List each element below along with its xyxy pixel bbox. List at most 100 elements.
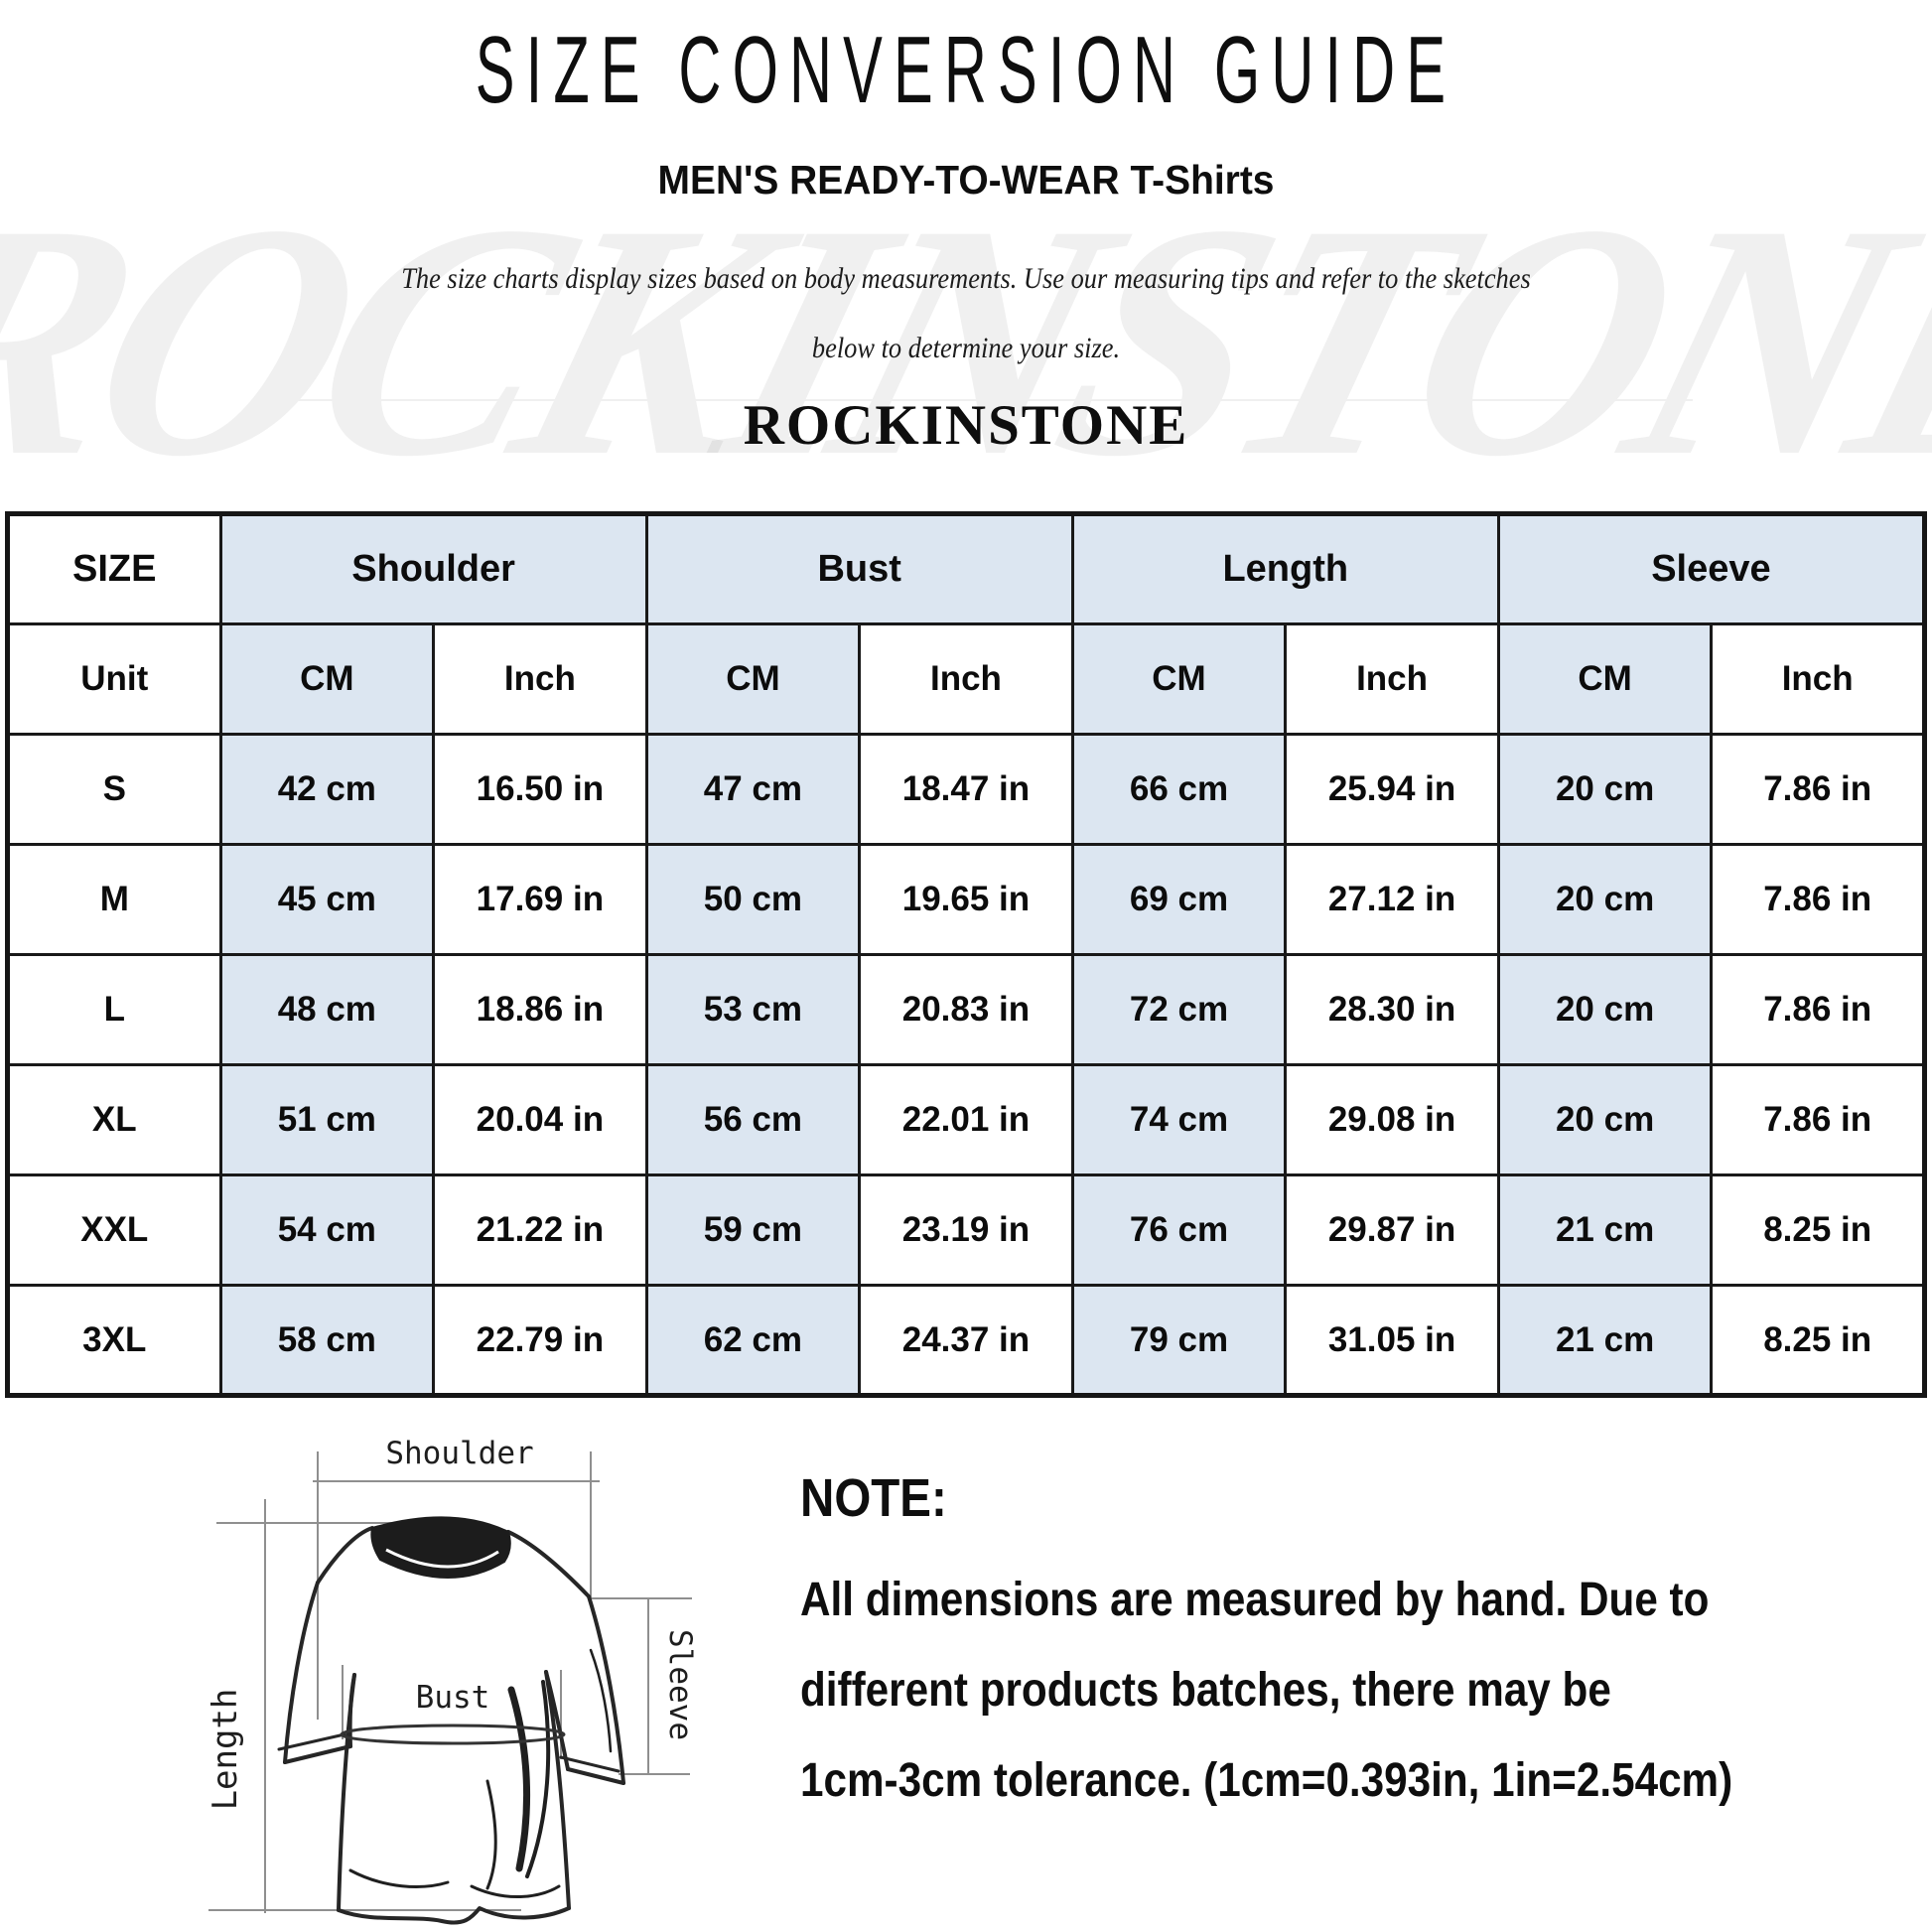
size-label: M — [6, 843, 222, 956]
unit-cell: CM — [1070, 622, 1288, 736]
measure-cell: 21 cm — [1496, 1173, 1714, 1287]
table-row-l: L 48 cm 18.86 in 53 cm 20.83 in 72 cm 28… — [6, 953, 1926, 1066]
measure-cell: 27.12 in — [1284, 843, 1500, 956]
note-line-2: different products batches, there may be — [800, 1664, 1611, 1717]
measure-cell: 58 cm — [218, 1284, 436, 1397]
measure-cell: 7.86 in — [1710, 843, 1926, 956]
size-conversion-table: SIZE Shoulder Bust Length Sleeve Unit CM… — [5, 511, 1927, 1398]
measure-cell: 18.47 in — [858, 733, 1074, 846]
col-header-size: SIZE — [6, 512, 222, 625]
measure-cell: 74 cm — [1070, 1063, 1288, 1176]
unit-cell: CM — [644, 622, 862, 736]
length-label: Length — [206, 1689, 245, 1811]
table-row-xl: XL 51 cm 20.04 in 56 cm 22.01 in 74 cm 2… — [6, 1063, 1926, 1176]
measure-cell: 42 cm — [218, 733, 436, 846]
measure-cell: 20.04 in — [432, 1063, 648, 1176]
measure-cell: 45 cm — [218, 843, 436, 956]
table-row-xxl: XXL 54 cm 21.22 in 59 cm 23.19 in 76 cm … — [6, 1173, 1926, 1287]
col-header-sleeve: Sleeve — [1496, 512, 1927, 625]
measure-cell: 56 cm — [644, 1063, 862, 1176]
measure-cell: 51 cm — [218, 1063, 436, 1176]
bust-label: Bust — [416, 1680, 490, 1716]
unit-cell: Inch — [858, 622, 1074, 736]
unit-cell: Inch — [1284, 622, 1500, 736]
page-title: SIZE CONVERSION GUIDE — [475, 17, 1457, 123]
size-chart-description: The size charts display sizes based on b… — [116, 244, 1816, 383]
note-block: NOTE: All dimensions are measured by han… — [800, 1467, 1912, 1826]
measure-cell: 24.37 in — [858, 1284, 1074, 1397]
measure-cell: 22.79 in — [432, 1284, 648, 1397]
measure-cell: 23.19 in — [858, 1173, 1074, 1287]
unit-cell: CM — [218, 622, 436, 736]
unit-cell: CM — [1496, 622, 1714, 736]
measure-cell: 16.50 in — [432, 733, 648, 846]
bust-line — [340, 1724, 566, 1745]
col-header-bust: Bust — [644, 512, 1074, 625]
tshirt-outline — [277, 1526, 625, 1925]
measure-cell: 50 cm — [644, 843, 862, 956]
measure-cell: 54 cm — [218, 1173, 436, 1287]
measure-cell: 17.69 in — [432, 843, 648, 956]
description-line-1: The size charts display sizes based on b… — [401, 262, 1531, 295]
table-unit-row: Unit CM Inch CM Inch CM Inch CM Inch — [6, 622, 1926, 736]
size-label: S — [6, 733, 222, 846]
unit-cell: Inch — [1710, 622, 1926, 736]
measure-cell: 29.08 in — [1284, 1063, 1500, 1176]
size-label: L — [6, 953, 222, 1066]
table-group-header-row: SIZE Shoulder Bust Length Sleeve — [6, 512, 1927, 625]
col-header-length: Length — [1070, 512, 1500, 625]
measure-cell: 53 cm — [644, 953, 862, 1066]
measure-cell: 28.30 in — [1284, 953, 1500, 1066]
measure-cell: 20 cm — [1496, 843, 1714, 956]
description-line-2: below to determine your size. — [811, 332, 1121, 364]
size-label: XXL — [6, 1173, 222, 1287]
measure-cell: 21.22 in — [432, 1173, 648, 1287]
tshirt-measurement-sketch: Shoulder Bust Length Sleeve — [94, 1422, 789, 1932]
note-line-3: 1cm-3cm tolerance. (1cm=0.393in, 1in=2.5… — [800, 1754, 1733, 1807]
size-label: 3XL — [6, 1284, 222, 1397]
measure-cell: 25.94 in — [1284, 733, 1500, 846]
measure-cell: 20 cm — [1496, 953, 1714, 1066]
size-label: XL — [6, 1063, 222, 1176]
measure-cell: 19.65 in — [858, 843, 1074, 956]
measure-cell: 21 cm — [1496, 1284, 1714, 1397]
note-heading: NOTE: — [800, 1468, 947, 1528]
sleeve-label: Sleeve — [662, 1629, 698, 1740]
unit-label: Unit — [6, 622, 222, 736]
measure-cell: 7.86 in — [1710, 733, 1926, 846]
measure-cell: 79 cm — [1070, 1284, 1288, 1397]
measure-cell: 18.86 in — [432, 953, 648, 1066]
unit-cell: Inch — [432, 622, 648, 736]
measure-cell: 7.86 in — [1710, 1063, 1926, 1176]
brand-name: ROCKINSTONE — [743, 394, 1189, 457]
measure-cell: 20.83 in — [858, 953, 1074, 1066]
col-header-shoulder: Shoulder — [218, 512, 648, 625]
measure-cell: 20 cm — [1496, 733, 1714, 846]
measure-cell: 29.87 in — [1284, 1173, 1500, 1287]
table-row-3xl: 3XL 58 cm 22.79 in 62 cm 24.37 in 79 cm … — [6, 1284, 1926, 1397]
measure-cell: 22.01 in — [858, 1063, 1074, 1176]
measure-cell: 59 cm — [644, 1173, 862, 1287]
measure-cell: 7.86 in — [1710, 953, 1926, 1066]
tshirt-collar — [370, 1516, 511, 1579]
measure-cell: 66 cm — [1070, 733, 1288, 846]
table-row-s: S 42 cm 16.50 in 47 cm 18.47 in 66 cm 25… — [6, 733, 1926, 846]
tshirt-sketch-svg: Shoulder Bust Length Sleeve — [206, 1436, 698, 1925]
measure-cell: 47 cm — [644, 733, 862, 846]
measure-cell: 20 cm — [1496, 1063, 1714, 1176]
shoulder-label: Shoulder — [385, 1436, 533, 1471]
note-line-1: All dimensions are measured by hand. Due… — [800, 1574, 1710, 1626]
measure-cell: 72 cm — [1070, 953, 1288, 1066]
table-row-m: M 45 cm 17.69 in 50 cm 19.65 in 69 cm 27… — [6, 843, 1926, 956]
measure-cell: 76 cm — [1070, 1173, 1288, 1287]
measure-cell: 31.05 in — [1284, 1284, 1500, 1397]
measure-cell: 48 cm — [218, 953, 436, 1066]
measure-cell: 69 cm — [1070, 843, 1288, 956]
measure-cell: 8.25 in — [1710, 1284, 1926, 1397]
page-subtitle: MEN'S READY-TO-WEAR T-Shirts — [657, 157, 1275, 203]
divider-line — [273, 399, 1693, 401]
measure-cell: 8.25 in — [1710, 1173, 1926, 1287]
measure-cell: 62 cm — [644, 1284, 862, 1397]
fold-lines — [348, 1648, 613, 1898]
